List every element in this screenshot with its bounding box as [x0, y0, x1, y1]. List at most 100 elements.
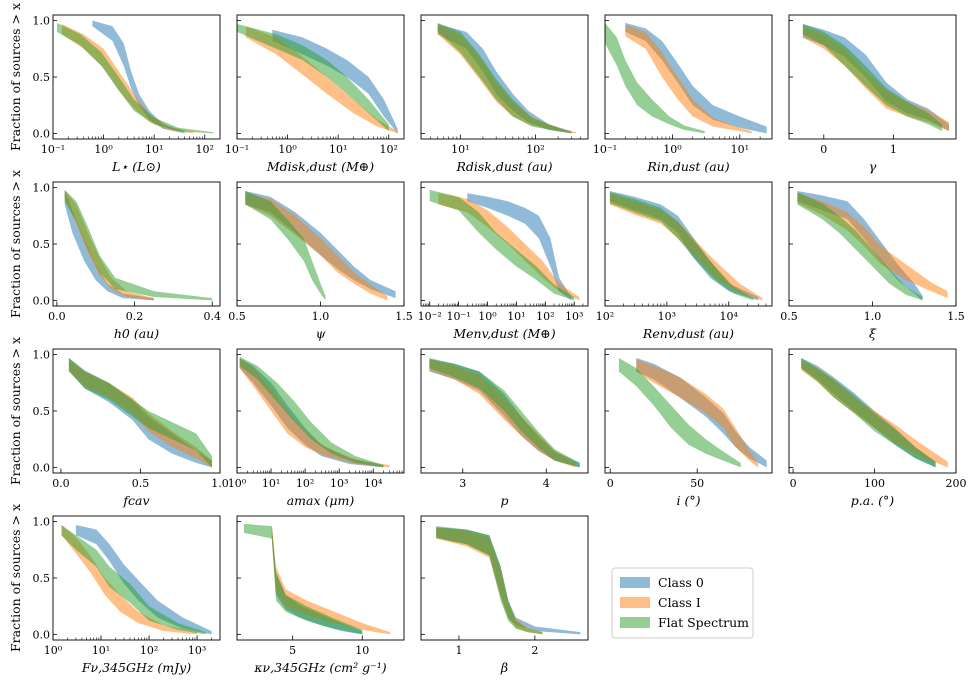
legend-label: Class I [658, 595, 701, 610]
band-flat-spectrum [437, 22, 572, 134]
x-tick-label: 10⁴ [720, 310, 739, 323]
x-tick-label: 0 [607, 477, 614, 490]
band-flat-spectrum [429, 189, 575, 301]
x-axis-label: γ [869, 159, 877, 174]
x-axis-label: p [500, 493, 508, 508]
band-class-0 [625, 22, 767, 134]
x-tick-label: 1.5 [395, 310, 413, 323]
x-tick-label: 10⁴ [364, 477, 383, 490]
band-flat-spectrum [802, 24, 943, 132]
x-axis-label: amax (μm) [287, 493, 355, 508]
x-tick-label: 10¹ [92, 644, 110, 657]
x-tick-label: 1.5 [947, 310, 965, 323]
band-flat-spectrum [618, 358, 741, 468]
y-tick-label: 0.5 [33, 238, 51, 251]
x-tick-label: 1 [890, 143, 897, 156]
y-axis-label: Fraction of sources > x [8, 504, 23, 652]
subplot-17: 5 10 κν,345GHz (cm² g⁻¹) [236, 515, 405, 675]
legend-label: Class 0 [658, 575, 704, 590]
band-flat-spectrum [605, 22, 705, 134]
x-tick-label: 0.2 [126, 310, 144, 323]
x-axis-label: L⋆ (L⊙) [111, 159, 161, 174]
subplot-5: 0 1γ [788, 14, 957, 174]
y-tick-label: 1.0 [33, 516, 51, 529]
subplot-14: 0 50 i (°) [604, 348, 773, 508]
subplot-1: 0.0 0.5 1.0 10⁻¹ 10⁰ 10¹ 10² L⋆ (L⊙) Fraction of… [8, 3, 221, 174]
y-axis-label: Fraction of sources > x [8, 3, 23, 151]
band-class-i [636, 359, 759, 468]
x-tick-label: 0.0 [48, 310, 66, 323]
band-class-i [239, 358, 390, 468]
x-tick-label: 10³ [565, 310, 583, 323]
y-axis-label: Fraction of sources > x [8, 337, 23, 485]
x-tick-label: 10³ [330, 477, 348, 490]
y-tick-label: 0.0 [33, 628, 51, 641]
x-tick-label: 3 [459, 477, 466, 490]
x-tick-label: 10³ [658, 310, 676, 323]
subplot-9: 10² 10³ 10⁴ Renv,dust (au) [596, 181, 773, 341]
subplot-2: 10⁻¹ 10⁰ 10¹ 10² Mdisk,dust (M⊕) [225, 14, 405, 174]
band-class-i [625, 25, 752, 134]
x-tick-label: 10⁻¹ [593, 143, 617, 156]
x-axis-label: ξ [869, 326, 877, 341]
x-tick-label: 10⁰ [228, 477, 247, 490]
y-tick-label: 0.5 [33, 572, 51, 585]
x-tick-label: 10¹ [731, 143, 749, 156]
band-flat-spectrum [797, 192, 923, 301]
legend-swatch [620, 577, 650, 588]
x-tick-label: 10¹ [507, 310, 525, 323]
x-tick-label: 10² [526, 143, 544, 156]
x-tick-label: 10⁰ [94, 143, 113, 156]
legend: Class 0 Class I Flat Spectrum [611, 567, 754, 639]
x-tick-label: 10² [196, 143, 214, 156]
x-axis-label: h0 (au) [114, 326, 159, 341]
x-axis-label: β [500, 660, 508, 675]
band-flat-spectrum [436, 526, 543, 635]
x-tick-label: 0.5 [132, 477, 150, 490]
y-tick-label: 0.0 [33, 294, 51, 307]
x-tick-label: 50 [690, 477, 704, 490]
legend-swatch [620, 617, 650, 628]
legend-swatch [620, 597, 650, 608]
x-tick-label: 0 [820, 143, 827, 156]
x-tick-label: 10⁻² [418, 310, 442, 323]
subplot-6: 0.0 0.5 1.0 0.0 0.2 0.4 h0 (au) Fraction of sou… [8, 170, 221, 341]
y-axis-label: Fraction of sources > x [8, 170, 23, 318]
band-flat-spectrum [64, 189, 213, 301]
y-tick-label: 0.0 [33, 127, 51, 140]
band-flat-spectrum [429, 358, 580, 468]
x-tick-label: 10³ [188, 644, 206, 657]
x-tick-label: 0.5 [228, 310, 246, 323]
x-tick-label: 0.4 [203, 310, 221, 323]
band-flat-spectrum [68, 358, 213, 468]
x-axis-label: i (°) [677, 493, 701, 508]
x-tick-label: 10² [380, 143, 398, 156]
band-flat-spectrum [801, 358, 936, 468]
x-tick-label: 10⁻¹ [225, 143, 249, 156]
x-tick-label: 10 [355, 644, 369, 657]
x-tick-label: 5 [289, 644, 296, 657]
band-class-0 [64, 191, 154, 301]
x-tick-label: 10¹ [262, 477, 280, 490]
y-tick-label: 1.0 [33, 15, 51, 28]
x-axis-label: p.a. (°) [851, 493, 895, 508]
y-tick-label: 1.0 [33, 349, 51, 362]
x-axis-label: Menv,dust (M⊕) [452, 326, 555, 341]
band-class-i [245, 26, 398, 134]
x-tick-label: 10² [140, 644, 158, 657]
band-flat-spectrum [57, 22, 214, 134]
subplot-3: 10¹ 10² Rdisk,dust (au) [420, 14, 589, 174]
x-tick-label: 10¹ [145, 143, 163, 156]
x-tick-label: 10⁻¹ [41, 143, 65, 156]
band-class-i [61, 525, 198, 635]
legend-label: Flat Spectrum [658, 615, 749, 630]
y-tick-label: 1.0 [33, 182, 51, 195]
subplot-11: 0.0 0.5 1.0 0.0 0.5 1.0 fcav Fraction of source… [8, 337, 229, 508]
subplot-8: 10⁻² 10⁻¹ 10⁰ 10¹ 10² 10³ Menv,dust (M⊕) [418, 181, 589, 341]
x-axis-label: Renv,dust (au) [642, 326, 734, 341]
x-tick-label: 4 [543, 477, 550, 490]
band-flat-spectrum [244, 523, 363, 635]
band-flat-spectrum [237, 24, 389, 132]
band-flat-spectrum [609, 192, 754, 301]
